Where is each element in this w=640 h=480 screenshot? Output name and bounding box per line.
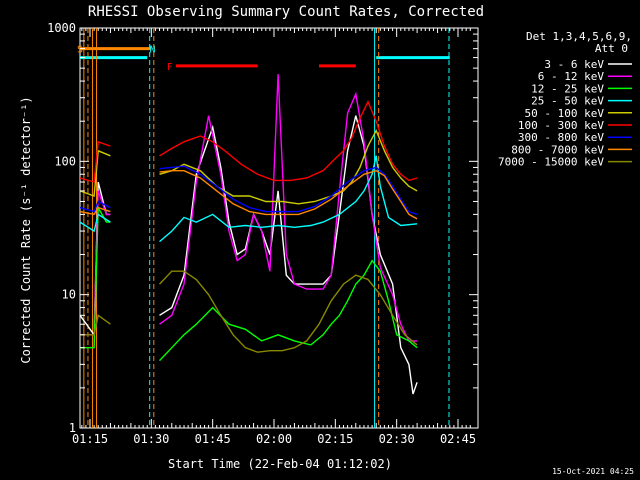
y-tick-label: 100 xyxy=(54,154,76,168)
y-tick-label: 1000 xyxy=(47,21,76,35)
series-line xyxy=(79,128,418,205)
legend-label: 7000 - 15000 keV xyxy=(498,156,604,169)
series-line xyxy=(79,165,418,216)
y-tick-label: 1 xyxy=(69,421,76,435)
legend-label: 50 - 100 keV xyxy=(525,107,605,120)
x-axis: 01:15 01:30 01:45 02:00 02:15 02:30 02:45 xyxy=(72,28,476,446)
legend-label: 300 - 800 keV xyxy=(518,131,604,144)
chart-title: RHESSI Observing Summary Count Rates, Co… xyxy=(88,4,484,20)
x-tick-label: 02:00 xyxy=(256,432,292,446)
y-axis: 1 10 100 1000 xyxy=(47,21,478,435)
legend-label: 100 - 300 keV xyxy=(518,119,604,132)
y-axis-label: Corrected Count Rate (s⁻¹ detector⁻¹) xyxy=(19,96,33,363)
legend-label: 25 - 50 keV xyxy=(531,95,604,108)
footer-timestamp: 15-Oct-2021 04:25 xyxy=(552,467,634,476)
legend-label: 3 - 6 keV xyxy=(544,58,604,71)
series-line xyxy=(79,155,418,243)
series-layer xyxy=(79,74,418,395)
series-line xyxy=(79,100,418,183)
legend-label: 6 - 12 keV xyxy=(538,70,605,83)
x-tick-label: 01:30 xyxy=(133,432,169,446)
series-line xyxy=(79,169,418,220)
x-tick-label: 01:15 xyxy=(72,432,108,446)
x-axis-label: Start Time (22-Feb-04 01:12:02) xyxy=(168,457,392,471)
legend-label: 800 - 7000 keV xyxy=(511,143,604,156)
y-tick-label: 10 xyxy=(62,288,76,302)
x-tick-label: 02:30 xyxy=(379,432,415,446)
x-tick-label: 01:45 xyxy=(195,432,231,446)
x-tick-label: 02:15 xyxy=(317,432,353,446)
series-line xyxy=(80,270,418,353)
flag-label: N xyxy=(150,45,156,56)
legend-label: 12 - 25 keV xyxy=(531,82,604,95)
plot-frame xyxy=(79,27,479,429)
plot-area xyxy=(79,27,479,429)
flag-label: S xyxy=(77,45,83,56)
legend-header-line-1: Det 1,3,4,5,6,9, xyxy=(526,30,632,43)
x-tick-label: 02:45 xyxy=(440,432,476,446)
legend-header-line-2: Att 0 xyxy=(595,42,628,55)
flag-label: F xyxy=(167,62,173,73)
annotations: S NF xyxy=(77,45,450,73)
